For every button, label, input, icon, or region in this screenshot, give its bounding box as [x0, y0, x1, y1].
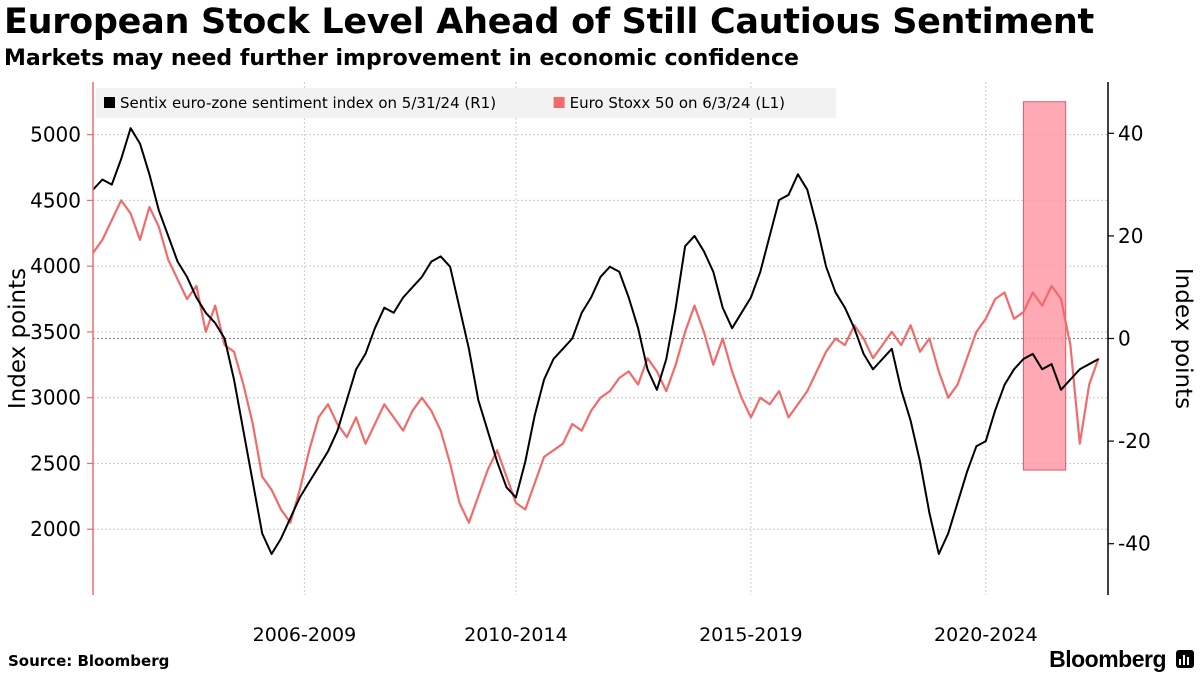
- left-axis-tick-label: 4500: [30, 188, 81, 212]
- legend-box: [96, 88, 836, 118]
- right-axis-tick-label: 40: [1118, 121, 1143, 145]
- right-axis-tick-label: 0: [1118, 327, 1131, 351]
- brand-terminal-icon: [1176, 650, 1194, 668]
- x-axis-tick-label: 2006-2009: [253, 624, 357, 646]
- series-line-euro-stoxx-50: [92, 199, 1100, 524]
- left-axis-tick-label: 2500: [30, 451, 81, 475]
- right-axis-tick-label: -40: [1118, 532, 1151, 556]
- left-axis-tick-label: 4000: [30, 254, 81, 278]
- x-axis-tick-label: 2015-2019: [699, 624, 803, 646]
- left-axis-title: Index points: [5, 268, 31, 409]
- x-axis-tick-label: 2020-2024: [934, 624, 1038, 646]
- legend-label: Euro Stoxx 50 on 6/3/24 (L1): [570, 94, 785, 112]
- legend-label: Sentix euro-zone sentiment index on 5/31…: [120, 94, 496, 112]
- left-axis-tick-label: 5000: [30, 123, 81, 147]
- x-axis-tick-label: 2010-2014: [464, 624, 568, 646]
- series-line-sentix: [92, 127, 1100, 555]
- left-axis-tick-label: 3500: [30, 320, 81, 344]
- chart-subtitle: Markets may need further improvement in …: [4, 46, 799, 71]
- left-axis-tick-label: 2000: [30, 517, 81, 541]
- right-axis-tick-label: -20: [1118, 429, 1151, 453]
- right-axis-tick-label: 20: [1118, 224, 1143, 248]
- legend-swatch: [553, 97, 565, 108]
- left-axis-tick-label: 3000: [30, 386, 81, 410]
- brand-logo: Bloomberg: [1049, 646, 1166, 672]
- source-note: Source: Bloomberg: [8, 652, 170, 670]
- right-axis-title: Index points: [1170, 268, 1196, 409]
- chart-title: European Stock Level Ahead of Still Caut…: [4, 2, 1094, 42]
- highlight-box: [1022, 101, 1067, 471]
- legend-swatch: [104, 97, 115, 108]
